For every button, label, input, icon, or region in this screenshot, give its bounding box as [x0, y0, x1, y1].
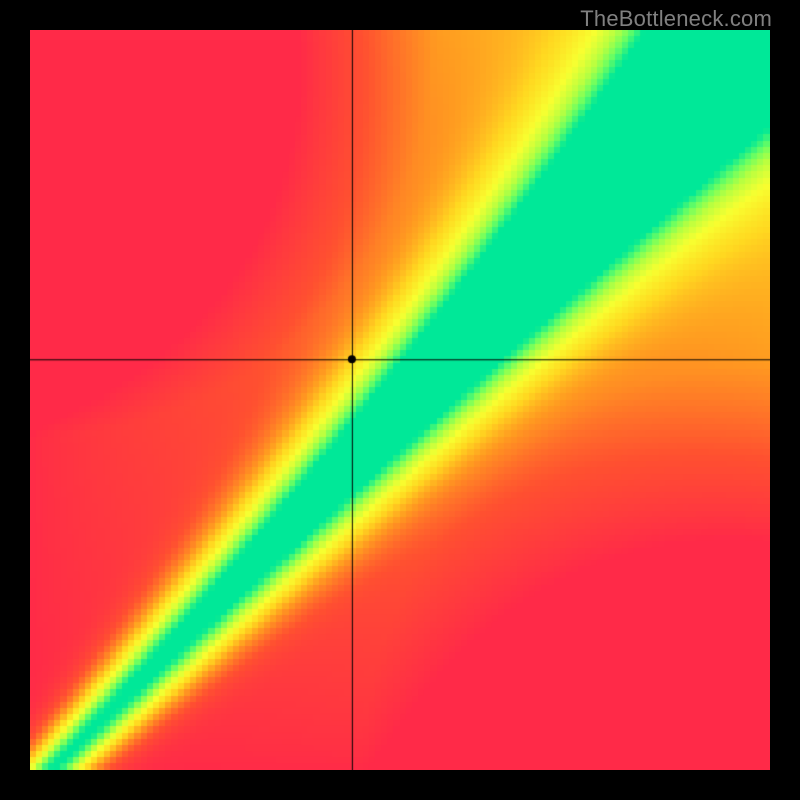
heatmap-canvas — [30, 30, 770, 770]
chart-container: TheBottleneck.com — [0, 0, 800, 800]
watermark-text: TheBottleneck.com — [580, 6, 772, 32]
